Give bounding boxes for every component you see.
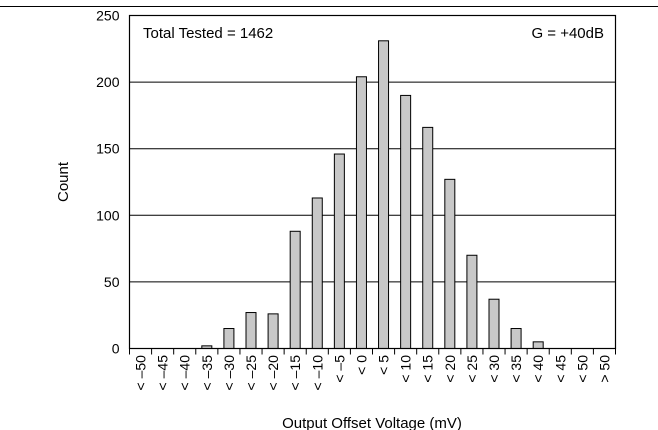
x-tick-label: < –35 bbox=[199, 355, 215, 391]
x-tick-label: < –40 bbox=[177, 355, 193, 391]
x-tick-label: < 35 bbox=[508, 355, 524, 383]
x-tick-label: < –45 bbox=[155, 355, 171, 391]
x-tick-label: > 50 bbox=[596, 355, 612, 383]
x-tick-label: < 40 bbox=[530, 355, 546, 383]
annotation-total-tested: Total Tested = 1462 bbox=[143, 25, 273, 42]
bar bbox=[311, 197, 323, 349]
plot-frame bbox=[128, 14, 617, 350]
x-tick-label: < 30 bbox=[486, 355, 502, 383]
bar bbox=[378, 40, 390, 349]
y-axis-ticks: 0 50 100 150 200 250 bbox=[96, 8, 120, 357]
y-tick-label: 200 bbox=[96, 74, 120, 90]
bar bbox=[355, 76, 367, 349]
bar bbox=[532, 341, 544, 349]
x-tick-label: < –5 bbox=[331, 355, 347, 383]
bar bbox=[422, 126, 434, 349]
bar bbox=[400, 94, 412, 349]
x-tick-label: < –20 bbox=[265, 355, 281, 391]
bar bbox=[267, 313, 279, 350]
x-axis-ticks: < –50 < –45 < –40 < –35 < –30 < –25 < –20 < –15… bbox=[129, 348, 616, 391]
bar bbox=[466, 254, 478, 349]
x-tick-label: < 45 bbox=[552, 355, 568, 383]
x-tick-label: < 50 bbox=[574, 355, 590, 383]
y-tick-label: 50 bbox=[104, 274, 120, 290]
x-tick-label: < 0 bbox=[353, 355, 369, 375]
bar bbox=[289, 230, 301, 349]
bar bbox=[488, 298, 500, 350]
bars bbox=[201, 40, 544, 350]
x-tick-label: < –30 bbox=[221, 355, 237, 391]
x-tick-label: < 10 bbox=[398, 355, 414, 383]
x-tick-label: < 5 bbox=[376, 355, 392, 375]
x-tick-label: < 20 bbox=[442, 355, 458, 383]
gridlines bbox=[129, 81, 616, 283]
bar bbox=[223, 328, 235, 349]
bar bbox=[510, 328, 522, 349]
y-tick-label: 150 bbox=[96, 141, 120, 157]
y-tick-label: 250 bbox=[96, 8, 120, 24]
x-tick-label: < 25 bbox=[464, 355, 480, 383]
annotation-gain: G = +40dB bbox=[531, 25, 604, 42]
y-tick-label: 100 bbox=[96, 207, 120, 223]
bar bbox=[245, 312, 257, 350]
bar bbox=[333, 153, 345, 349]
y-tick-label: 0 bbox=[112, 341, 120, 357]
x-tick-label: < –10 bbox=[309, 355, 325, 391]
x-tick-label: < –15 bbox=[287, 355, 303, 391]
x-tick-label: < –25 bbox=[243, 355, 259, 391]
y-axis-title: Count bbox=[55, 161, 72, 202]
bar bbox=[444, 178, 456, 349]
x-tick-label: < 15 bbox=[420, 355, 436, 383]
x-tick-label: < –50 bbox=[133, 355, 149, 391]
x-axis-title: Output Offset Voltage (mV) bbox=[282, 415, 462, 430]
